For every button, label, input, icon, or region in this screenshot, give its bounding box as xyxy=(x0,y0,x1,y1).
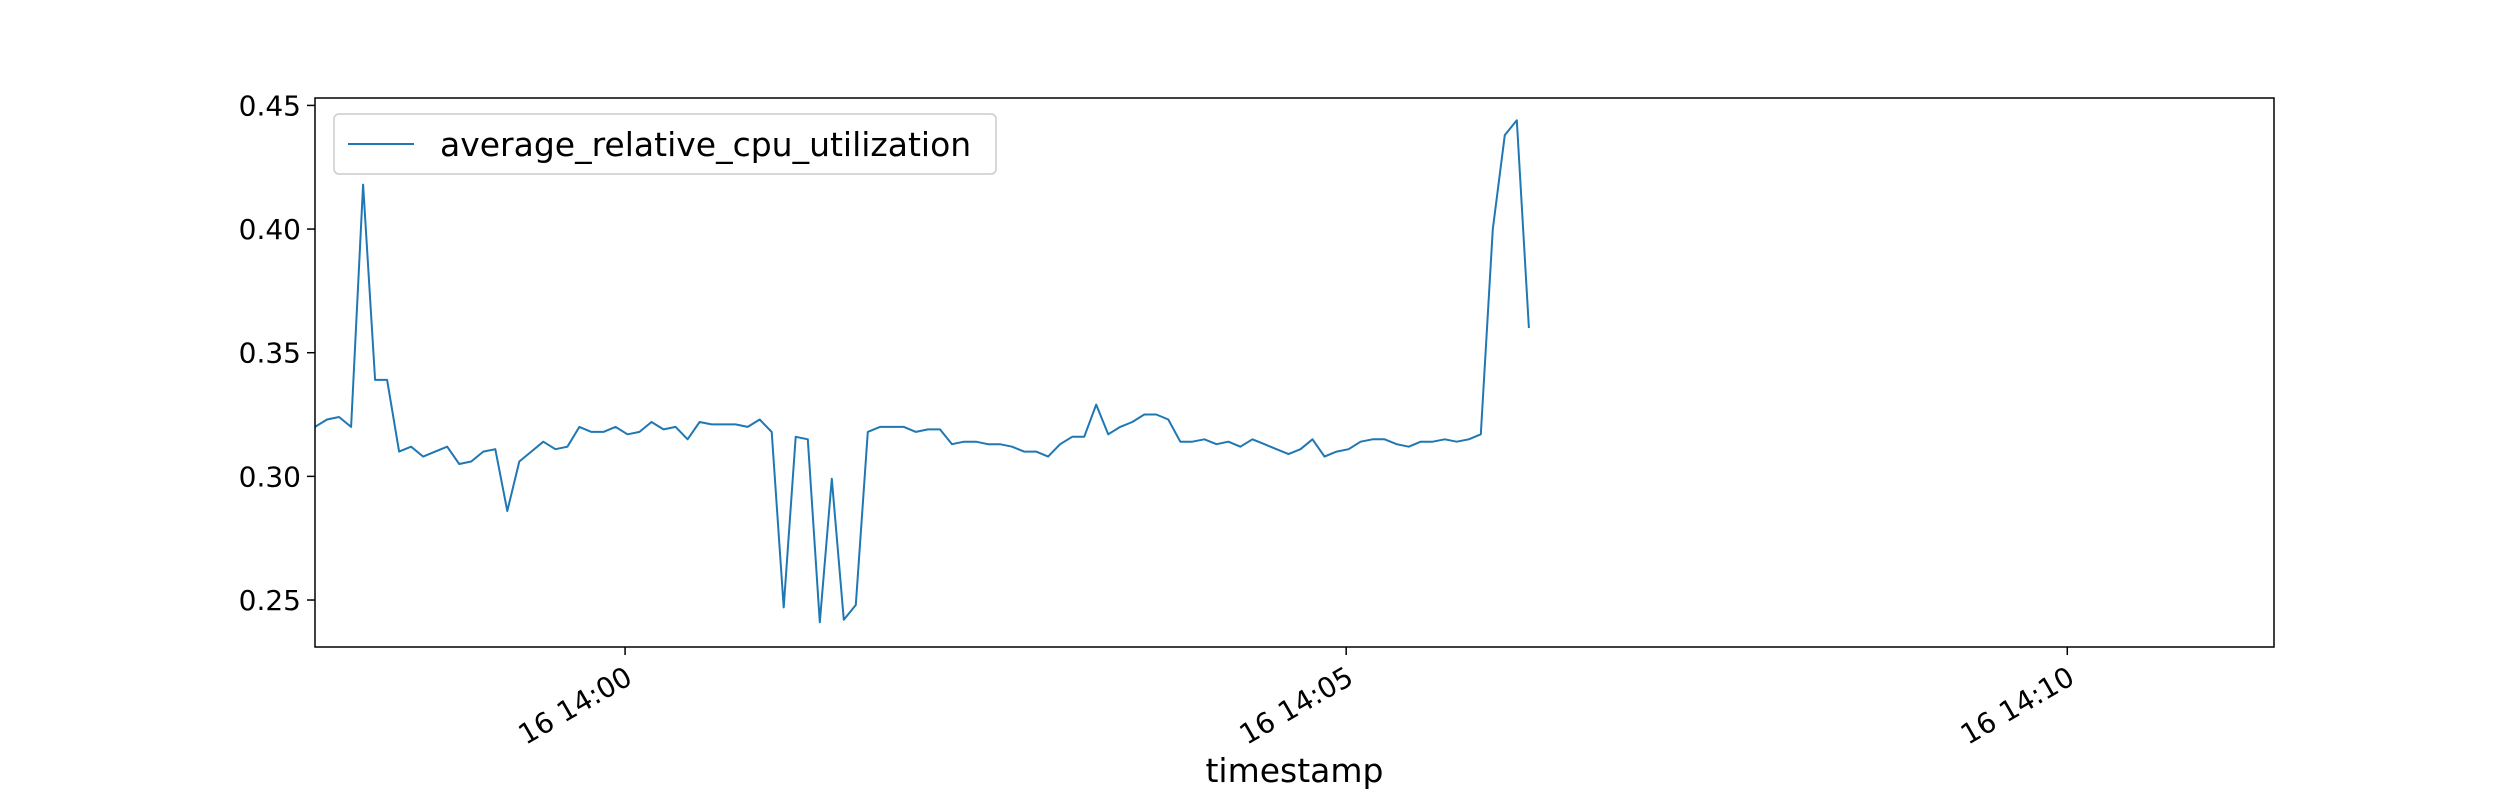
series-line xyxy=(314,119,1530,624)
y-tick-label: 0.25 xyxy=(239,584,301,617)
y-tick-label: 0.35 xyxy=(239,337,301,370)
series-layer xyxy=(314,119,1530,624)
y-tick-label: 0.40 xyxy=(239,213,301,246)
legend-box xyxy=(333,113,997,175)
x-axis-label: timestamp xyxy=(1205,751,1383,790)
y-tick-label: 0.45 xyxy=(239,89,301,122)
y-tick-label: 0.30 xyxy=(239,460,301,493)
legend-label: average_relative_cpu_utilization xyxy=(440,125,971,164)
legend: average_relative_cpu_utilization xyxy=(333,113,997,175)
plot-frame xyxy=(314,97,2275,648)
